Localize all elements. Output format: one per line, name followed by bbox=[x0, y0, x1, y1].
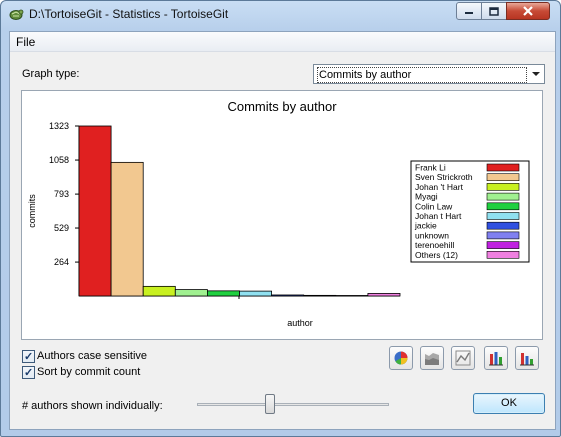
bar bbox=[239, 290, 272, 297]
authors-shown-label: # authors shown individually: bbox=[22, 400, 163, 412]
minimize-icon bbox=[465, 12, 473, 14]
bar bbox=[142, 285, 176, 297]
close-icon bbox=[523, 6, 533, 16]
legend-swatch bbox=[486, 251, 520, 259]
legend-label: Sven Strickroth bbox=[415, 172, 473, 182]
y-tick-label: 529 bbox=[54, 223, 69, 233]
x-axis-label: author bbox=[287, 318, 313, 328]
legend-label: Johan t Hart bbox=[415, 211, 462, 221]
stacked-area-graph-icon bbox=[425, 353, 439, 365]
checkmark-icon: ✓ bbox=[24, 351, 34, 363]
stacked-area-graph-button[interactable] bbox=[420, 346, 444, 370]
commits-by-author-chart: Commits by author 1323 1058 793 529 264 commit… bbox=[27, 99, 530, 328]
statistics-graph: Commits by author 1323 1058 793 529 264 commit… bbox=[21, 90, 543, 340]
legend-swatch bbox=[486, 183, 520, 191]
bar-graph-icon bbox=[520, 353, 534, 366]
bar bbox=[110, 161, 144, 297]
bar bbox=[303, 294, 337, 297]
bar-graph-button[interactable] bbox=[515, 346, 539, 370]
checkbox-box[interactable]: ✓ bbox=[22, 366, 35, 379]
legend-label: Others (12) bbox=[415, 250, 458, 260]
y-tick-label: 264 bbox=[54, 257, 69, 267]
sort-by-commit-count-checkbox[interactable]: ✓ Sort by commit count bbox=[22, 366, 172, 380]
legend-swatch bbox=[486, 241, 520, 249]
ok-button[interactable]: OK bbox=[473, 393, 545, 414]
dialog-client-area: File Graph type: Commits by author Commi… bbox=[9, 31, 556, 430]
legend-swatch bbox=[486, 221, 520, 230]
y-tick-label: 1058 bbox=[49, 155, 69, 165]
minimize-button[interactable] bbox=[456, 2, 482, 20]
chevron-down-icon[interactable] bbox=[530, 68, 542, 80]
close-button[interactable] bbox=[506, 2, 550, 20]
bar bbox=[367, 293, 401, 297]
authors-case-sensitive-label: Authors case sensitive bbox=[37, 350, 148, 362]
maximize-icon bbox=[489, 6, 499, 16]
bar bbox=[271, 294, 305, 297]
tortoisegit-app-icon bbox=[9, 9, 24, 20]
legend-label: jackie bbox=[414, 221, 437, 231]
legend-label: Johan 't Hart bbox=[415, 182, 464, 192]
menu-file[interactable]: File bbox=[16, 35, 36, 49]
legend-label: unknown bbox=[415, 230, 449, 240]
sort-by-commit-count-label: Sort by commit count bbox=[37, 366, 141, 378]
bar bbox=[206, 290, 240, 297]
legend-label: terenoehill bbox=[415, 240, 454, 250]
checkmark-icon: ✓ bbox=[24, 367, 34, 379]
line-graph-icon bbox=[455, 350, 471, 366]
legend-label: Myagi bbox=[415, 192, 438, 202]
y-tick-label: 793 bbox=[54, 189, 69, 199]
graph-type-select[interactable]: Commits by author bbox=[313, 64, 545, 84]
legend-swatch bbox=[486, 212, 520, 220]
checkbox-box[interactable]: ✓ bbox=[22, 350, 35, 363]
graph-type-selected-value: Commits by author bbox=[317, 67, 527, 83]
legend-swatch bbox=[486, 231, 520, 240]
stacked-bar-graph-button[interactable] bbox=[484, 346, 508, 370]
bar bbox=[78, 125, 112, 297]
bar bbox=[335, 295, 369, 297]
menu-bar: File bbox=[10, 32, 555, 52]
authors-shown-slider-track[interactable] bbox=[197, 403, 389, 406]
title-bar[interactable]: D:\TortoiseGit - Statistics - TortoiseGi… bbox=[1, 1, 560, 27]
stacked-bar-graph-icon bbox=[489, 352, 503, 366]
authors-shown-slider-thumb[interactable] bbox=[264, 394, 275, 414]
legend-swatch bbox=[486, 163, 520, 172]
legend-label: Frank Li bbox=[415, 163, 446, 173]
pie-chart-button[interactable] bbox=[389, 346, 413, 370]
legend-swatch bbox=[486, 192, 520, 201]
y-axis-label: commits bbox=[27, 194, 37, 228]
authors-case-sensitive-checkbox[interactable]: ✓ Authors case sensitive bbox=[22, 350, 172, 364]
line-graph-button[interactable] bbox=[451, 346, 475, 370]
y-tick-label: 1323 bbox=[49, 121, 69, 131]
window-title: D:\TortoiseGit - Statistics - TortoiseGi… bbox=[29, 7, 229, 21]
legend-swatch bbox=[486, 202, 520, 211]
legend-swatch bbox=[486, 173, 520, 181]
pie-chart-icon bbox=[394, 351, 408, 365]
bar bbox=[174, 289, 208, 297]
graph-type-label: Graph type: bbox=[22, 68, 80, 80]
legend-label: Colin Law bbox=[415, 201, 453, 211]
maximize-button[interactable] bbox=[481, 2, 507, 20]
chart-title: Commits by author bbox=[227, 99, 337, 114]
